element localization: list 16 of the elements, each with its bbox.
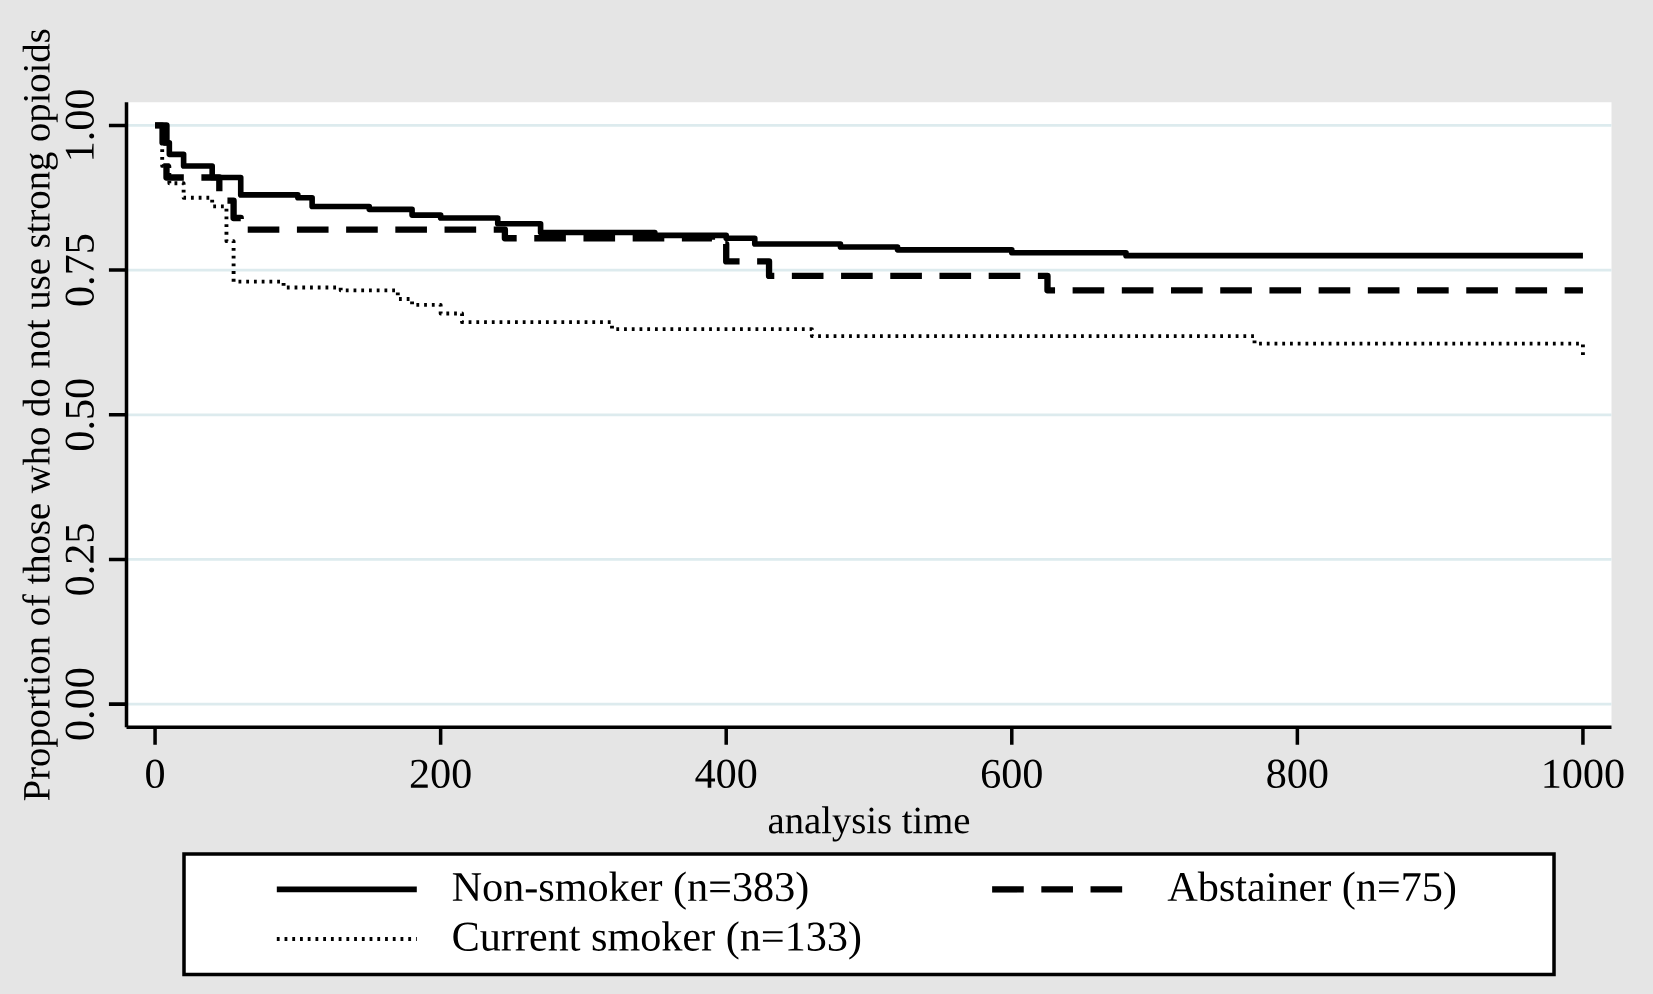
y-tick-label: 1.00 [65,90,95,159]
x-tick-label: 200 [410,759,471,789]
y-tick-label: 0.75 [65,234,95,306]
legend-label: Non-smoker (n=383) [452,871,808,910]
legend-label: Abstainer (n=75) [1167,871,1456,910]
x-tick-label: 1000 [1544,759,1624,789]
x-tick-label: 800 [1267,759,1328,789]
legend-label: Current smoker (n=133) [453,921,861,960]
x-tick-label: 0 [146,759,164,789]
y-axis-title: Proportion of those who do not use strong opioids [22,29,58,801]
y-tick-label: 0.25 [65,524,95,595]
x-tick-label: 400 [695,759,757,789]
x-tick-label: 600 [981,759,1042,789]
x-axis-title: analysis time [768,806,970,842]
y-tick-label: 0.00 [65,668,95,740]
y-tick-label: 0.50 [65,379,95,451]
